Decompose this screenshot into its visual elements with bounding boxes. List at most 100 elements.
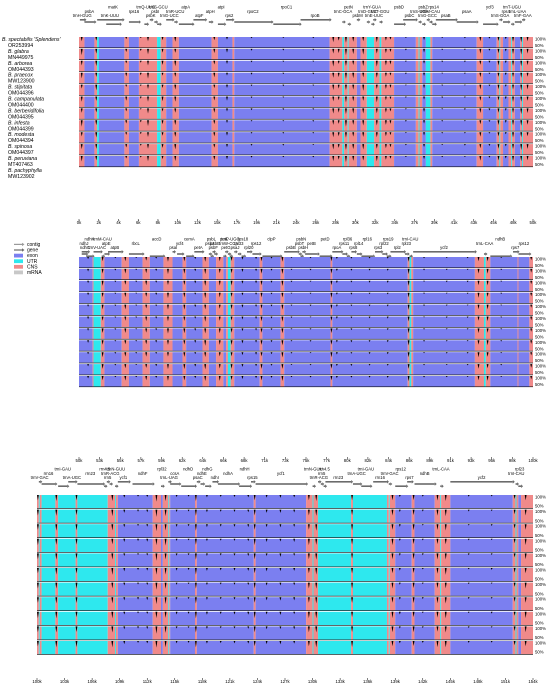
region-band-cns xyxy=(381,84,395,96)
identity-dip xyxy=(421,495,424,497)
identity-dip xyxy=(464,156,466,158)
region-band-cns xyxy=(211,120,218,131)
region-band-gene xyxy=(149,304,164,316)
region-band-utr xyxy=(388,626,390,640)
identity-dip xyxy=(312,144,315,146)
region-band-gene xyxy=(518,316,530,327)
region-band-cns xyxy=(39,641,42,655)
identity-dip xyxy=(282,108,285,110)
identity-dip xyxy=(125,60,128,64)
identity-dip xyxy=(464,37,466,39)
region-band-cns xyxy=(407,292,410,304)
identity-dip xyxy=(155,495,158,502)
identity-dip xyxy=(520,72,523,78)
region-band-cns xyxy=(92,328,94,339)
region-band-utr xyxy=(483,292,486,304)
region-band-cns xyxy=(92,340,94,351)
gene-label: trnT-UGU xyxy=(503,5,521,10)
identity-dip xyxy=(282,60,285,63)
region-band-cns xyxy=(411,376,414,387)
row-baseline xyxy=(37,566,533,568)
identity-dip xyxy=(477,304,480,310)
gene-arrow xyxy=(409,255,412,257)
region-band-cns xyxy=(329,132,343,143)
identity-dip xyxy=(362,156,365,161)
region-band-gene xyxy=(284,352,331,363)
identity-dip xyxy=(404,37,407,39)
identity-dip xyxy=(155,268,158,271)
region-band-cns xyxy=(124,144,129,155)
region-band-gene xyxy=(172,257,183,268)
region-band-gene xyxy=(518,553,522,567)
region-band-gene xyxy=(170,568,195,582)
region-band-gene xyxy=(128,84,139,96)
identity-dip xyxy=(87,340,89,343)
region-band-gene xyxy=(518,509,522,523)
region-band-utr xyxy=(511,144,513,155)
identity-dip xyxy=(123,626,126,630)
identity-dip xyxy=(164,538,167,546)
gene-arrow xyxy=(352,483,361,485)
identity-dip xyxy=(37,611,39,619)
identity-dip xyxy=(412,582,415,589)
gene-arrow-head xyxy=(374,18,377,22)
region-band-gene xyxy=(186,268,203,280)
identity-dip xyxy=(504,84,507,87)
identity-dip xyxy=(423,108,425,112)
region-band-cns xyxy=(496,48,500,60)
gene-arrow xyxy=(177,253,183,255)
region-band-cns xyxy=(160,37,167,48)
region-band-cns xyxy=(430,60,433,72)
identity-dip xyxy=(183,328,186,334)
region-band-gene xyxy=(432,120,477,131)
region-band-cns xyxy=(520,37,523,48)
identity-dip xyxy=(147,37,149,42)
identity-dip xyxy=(241,340,244,344)
region-band-cns xyxy=(306,568,313,582)
identity-dip xyxy=(464,108,466,110)
region-band-utr xyxy=(312,553,314,567)
identity-dip xyxy=(194,268,197,272)
region-band-gene xyxy=(166,96,173,107)
region-band-cns xyxy=(523,48,533,60)
identity-dip xyxy=(445,352,448,354)
identity-dip xyxy=(175,538,178,541)
region-band-cns xyxy=(182,328,187,339)
identity-dip xyxy=(497,120,500,126)
identity-dip xyxy=(55,611,58,619)
gene-label: ndhB xyxy=(420,471,430,476)
gene-arrow-head xyxy=(508,20,511,24)
region-band-cns xyxy=(259,292,263,304)
region-band-utr xyxy=(440,641,442,655)
region-band-gene xyxy=(413,304,475,316)
identity-dip xyxy=(204,352,207,358)
identity-dip xyxy=(368,268,371,271)
region-band-gene xyxy=(98,144,125,155)
identity-dip xyxy=(312,37,315,39)
gene-arrow-head xyxy=(381,20,384,24)
region-band-cns xyxy=(441,582,451,596)
identity-dip xyxy=(467,509,470,512)
region-band-gene xyxy=(356,132,361,143)
gene-label: psaI xyxy=(169,245,177,250)
region-band-cns xyxy=(411,364,414,375)
identity-dip xyxy=(293,553,296,556)
region-band-gene xyxy=(178,84,212,96)
region-band-gene xyxy=(356,84,361,96)
region-band-gene xyxy=(186,340,203,351)
identity-dip xyxy=(350,328,353,331)
gene-label: ndhK xyxy=(85,237,95,242)
region-band-utr xyxy=(483,280,486,292)
identity-dip xyxy=(386,352,389,355)
region-band-cns xyxy=(474,376,484,387)
region-band-utr xyxy=(511,37,513,48)
identity-dip xyxy=(204,364,207,370)
identity-dip xyxy=(404,156,407,158)
region-band-cns xyxy=(407,364,410,375)
region-band-cns xyxy=(374,144,380,155)
identity-dip xyxy=(444,524,447,531)
identity-dip xyxy=(391,582,394,589)
gene-arrow xyxy=(194,251,203,253)
region-band-cns xyxy=(232,72,235,84)
identity-dip xyxy=(265,641,268,645)
